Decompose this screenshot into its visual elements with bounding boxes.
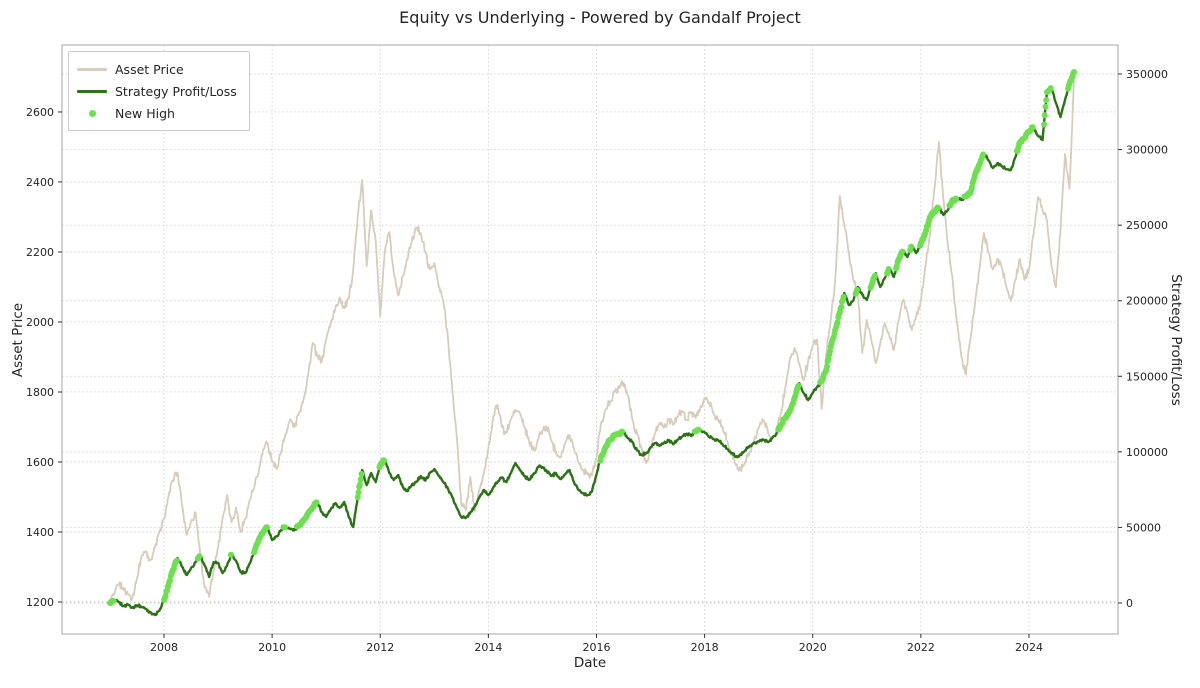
- new-high-marker: [872, 272, 878, 279]
- legend-label: Asset Price: [115, 61, 184, 77]
- tick-label-x: 2010: [258, 641, 286, 654]
- new-high-marker: [1041, 121, 1047, 128]
- tick-label-left: 1800: [26, 386, 54, 399]
- new-high-marker: [827, 348, 833, 355]
- new-high-marker: [854, 286, 860, 293]
- new-high-marker: [885, 266, 892, 272]
- strategy-pl-line: [109, 71, 1076, 617]
- tick-label-x: 2018: [691, 641, 719, 654]
- legend-item-asset-price: Asset Price: [77, 58, 237, 80]
- tick-label-right: 250000: [1126, 219, 1168, 232]
- new-high-marker: [908, 243, 915, 250]
- tick-label-left: 2000: [26, 316, 54, 329]
- x-axis-label: Date: [573, 655, 607, 671]
- legend: Asset Price Strategy Profit/Loss New Hig…: [68, 51, 250, 131]
- tick-label-x: 2024: [1015, 641, 1043, 654]
- new-high-marker: [227, 551, 234, 558]
- y-axis-label-left: Asset Price: [10, 302, 26, 378]
- tick-label-right: 50000: [1126, 521, 1161, 534]
- asset-price-line: [109, 78, 1075, 602]
- asset-price-line-swatch: [77, 67, 107, 71]
- legend-label: Strategy Profit/Loss: [115, 83, 237, 99]
- legend-label: New High: [115, 105, 175, 121]
- new-high-marker: [838, 304, 845, 310]
- tick-label-x: 2014: [474, 641, 502, 654]
- strategy-pl-line-swatch: [77, 89, 107, 93]
- tick-label-right: 200000: [1126, 295, 1168, 308]
- new-high-marker: [381, 457, 387, 464]
- tick-label-left: 1200: [26, 596, 54, 609]
- tick-label-x: 2020: [799, 641, 827, 654]
- new-high-marker: [695, 426, 702, 433]
- new-high-marker: [1047, 85, 1054, 92]
- new-high-marker: [358, 471, 365, 477]
- new-high-marker: [110, 598, 117, 604]
- new-high-marker: [619, 428, 625, 435]
- tick-label-x: 2016: [582, 641, 610, 654]
- new-high-marker: [980, 151, 987, 158]
- new-high-marker: [840, 293, 847, 300]
- chart-title: Equity vs Underlying - Powered by Gandal…: [399, 8, 801, 27]
- new-high-marker: [1042, 103, 1049, 110]
- legend-item-new-high: New High: [77, 102, 237, 124]
- new-high-marker: [795, 382, 802, 389]
- tick-label-x: 2012: [366, 641, 394, 654]
- new-high-marker: [953, 195, 960, 202]
- new-high-marker: [824, 363, 830, 370]
- tick-label-right: 0: [1126, 597, 1133, 610]
- tick-label-left: 1400: [26, 526, 54, 539]
- new-high-marker: [354, 494, 361, 501]
- new-high-marker: [357, 476, 364, 483]
- tick-label-left: 2600: [26, 106, 54, 119]
- tick-label-right: 300000: [1126, 144, 1168, 157]
- plot-border: [61, 44, 1119, 635]
- new-high-marker: [834, 319, 841, 326]
- tick-label-x: 2008: [150, 641, 178, 654]
- new-high-marker: [899, 248, 906, 255]
- tick-label-right: 350000: [1126, 68, 1168, 81]
- y-axis-label-right: Strategy Profit/Loss: [1168, 274, 1184, 406]
- new-high-marker: [935, 205, 942, 211]
- new-high-marker: [313, 499, 320, 506]
- new-high-marker: [173, 557, 180, 564]
- tick-label-left: 2400: [26, 176, 54, 189]
- legend-item-strategy-pl: Strategy Profit/Loss: [77, 80, 237, 102]
- new-high-marker: [281, 524, 288, 531]
- tick-label-right: 100000: [1126, 446, 1168, 459]
- new-high-marker: [1029, 124, 1036, 131]
- new-high-marker: [355, 489, 362, 496]
- tick-label-x: 2022: [907, 641, 935, 654]
- new-high-marker: [357, 481, 363, 488]
- tick-label-left: 1600: [26, 456, 54, 469]
- new-high-marker: [1071, 69, 1077, 75]
- new-high-dot-swatch: [77, 109, 107, 117]
- new-high-marker: [1043, 97, 1050, 104]
- tick-label-right: 150000: [1126, 370, 1168, 383]
- tick-label-left: 2200: [26, 246, 54, 259]
- new-high-marker: [263, 524, 270, 531]
- new-high-marker: [1041, 112, 1048, 119]
- new-high-marker: [196, 553, 203, 560]
